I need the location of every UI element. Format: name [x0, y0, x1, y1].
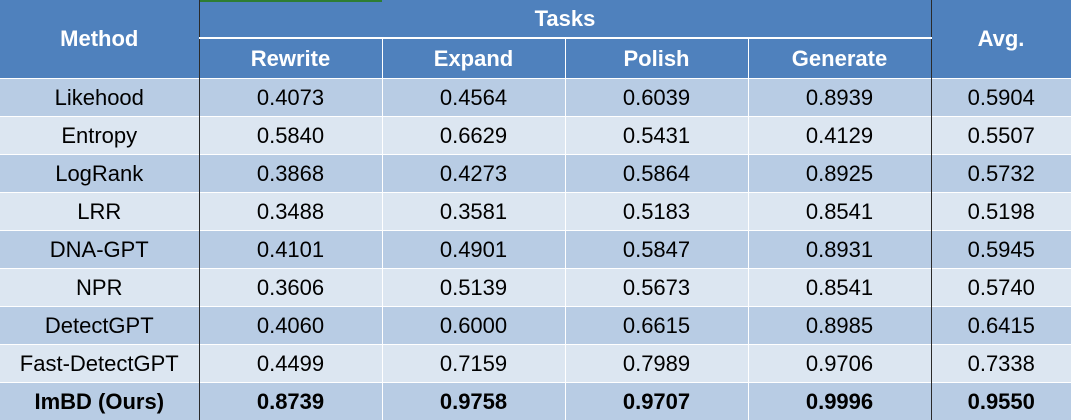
expand-cell: 0.6629 [382, 117, 565, 155]
table-row-ours: ImBD (Ours) 0.8739 0.9758 0.9707 0.9996 … [0, 383, 1071, 420]
polish-cell: 0.5431 [565, 117, 748, 155]
tasks-header-label: Tasks [535, 6, 596, 31]
expand-cell: 0.4273 [382, 155, 565, 193]
rewrite-cell: 0.4499 [199, 345, 382, 383]
expand-header: Expand [382, 38, 565, 79]
tasks-header: Tasks [199, 0, 931, 38]
method-cell: Fast-DetectGPT [0, 345, 199, 383]
rewrite-cell: 0.3868 [199, 155, 382, 193]
polish-cell: 0.9707 [565, 383, 748, 420]
method-cell: ImBD (Ours) [0, 383, 199, 420]
rewrite-cell: 0.8739 [199, 383, 382, 420]
rewrite-cell: 0.4060 [199, 307, 382, 345]
polish-cell: 0.5673 [565, 269, 748, 307]
rewrite-cell: 0.3488 [199, 193, 382, 231]
polish-cell: 0.7989 [565, 345, 748, 383]
generate-cell: 0.4129 [748, 117, 931, 155]
generate-cell: 0.9706 [748, 345, 931, 383]
expand-cell: 0.4564 [382, 79, 565, 117]
table-row: DetectGPT 0.4060 0.6000 0.6615 0.8985 0.… [0, 307, 1071, 345]
method-header: Method [0, 0, 199, 79]
avg-cell: 0.5198 [931, 193, 1071, 231]
table-row: Likehood 0.4073 0.4564 0.6039 0.8939 0.5… [0, 79, 1071, 117]
avg-cell: 0.5945 [931, 231, 1071, 269]
generate-cell: 0.8985 [748, 307, 931, 345]
table-row: Entropy 0.5840 0.6629 0.5431 0.4129 0.55… [0, 117, 1071, 155]
expand-cell: 0.6000 [382, 307, 565, 345]
rewrite-cell: 0.4073 [199, 79, 382, 117]
rewrite-cell: 0.5840 [199, 117, 382, 155]
polish-cell: 0.5847 [565, 231, 748, 269]
rewrite-cell: 0.3606 [199, 269, 382, 307]
generate-cell: 0.8541 [748, 193, 931, 231]
table-row: LogRank 0.3868 0.4273 0.5864 0.8925 0.57… [0, 155, 1071, 193]
rewrite-header: Rewrite [199, 38, 382, 79]
method-cell: NPR [0, 269, 199, 307]
method-cell: LogRank [0, 155, 199, 193]
avg-cell: 0.6415 [931, 307, 1071, 345]
method-cell: Entropy [0, 117, 199, 155]
polish-cell: 0.5864 [565, 155, 748, 193]
table-row: Fast-DetectGPT 0.4499 0.7159 0.7989 0.97… [0, 345, 1071, 383]
avg-header: Avg. [931, 0, 1071, 79]
avg-cell: 0.5732 [931, 155, 1071, 193]
avg-cell: 0.5904 [931, 79, 1071, 117]
avg-cell: 0.9550 [931, 383, 1071, 420]
expand-cell: 0.9758 [382, 383, 565, 420]
generate-cell: 0.8931 [748, 231, 931, 269]
polish-cell: 0.5183 [565, 193, 748, 231]
generate-cell: 0.8925 [748, 155, 931, 193]
expand-cell: 0.5139 [382, 269, 565, 307]
rewrite-cell: 0.4101 [199, 231, 382, 269]
method-cell: Likehood [0, 79, 199, 117]
avg-cell: 0.5507 [931, 117, 1071, 155]
table-row: LRR 0.3488 0.3581 0.5183 0.8541 0.5198 [0, 193, 1071, 231]
method-cell: LRR [0, 193, 199, 231]
expand-cell: 0.7159 [382, 345, 565, 383]
generate-cell: 0.8939 [748, 79, 931, 117]
expand-cell: 0.3581 [382, 193, 565, 231]
polish-cell: 0.6615 [565, 307, 748, 345]
avg-cell: 0.7338 [931, 345, 1071, 383]
polish-header: Polish [565, 38, 748, 79]
method-cell: DNA-GPT [0, 231, 199, 269]
generate-cell: 0.8541 [748, 269, 931, 307]
generate-cell: 0.9996 [748, 383, 931, 420]
method-cell: DetectGPT [0, 307, 199, 345]
expand-cell: 0.4901 [382, 231, 565, 269]
table-row: NPR 0.3606 0.5139 0.5673 0.8541 0.5740 [0, 269, 1071, 307]
avg-cell: 0.5740 [931, 269, 1071, 307]
generate-header: Generate [748, 38, 931, 79]
polish-cell: 0.6039 [565, 79, 748, 117]
table-row: DNA-GPT 0.4101 0.4901 0.5847 0.8931 0.59… [0, 231, 1071, 269]
